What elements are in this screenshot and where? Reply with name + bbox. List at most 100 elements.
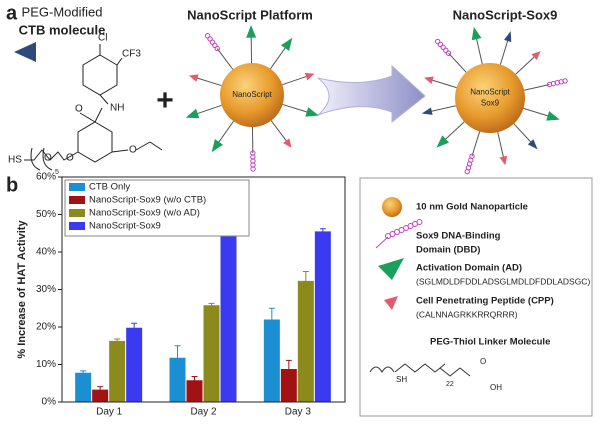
legend-label: CTB Only (89, 182, 130, 193)
error-bar (191, 376, 198, 385)
key-dbd-tail (375, 236, 389, 249)
error-bar (302, 271, 309, 291)
dbd-icon (562, 78, 568, 84)
y-tick-label: 0% (42, 397, 57, 408)
dbd-icon (204, 33, 211, 39)
y-axis-label: % Increase of HAT Activity (16, 220, 28, 359)
y-tick-label: 60% (36, 172, 56, 183)
key-label: Sox9 DNA-Binding (416, 231, 501, 242)
arrow (317, 64, 426, 124)
error-bar (114, 338, 121, 344)
error-bar (80, 370, 87, 376)
dbd-icon (437, 41, 444, 48)
legend-label: NanoScript-Sox9 (w/o AD) (89, 208, 200, 219)
key-linker-icon (369, 366, 395, 373)
bar (75, 372, 92, 402)
ctb-icon (14, 42, 36, 62)
key-ad (378, 258, 404, 280)
legend-swatch (69, 196, 85, 204)
legend-label: NanoScript-Sox9 (89, 221, 161, 232)
linker (471, 131, 481, 157)
y-tick-label: 40% (36, 247, 56, 258)
linker (475, 38, 483, 64)
error-bar (131, 322, 138, 333)
linker (431, 79, 457, 89)
panel-label: b (6, 174, 18, 196)
atom-label: O (66, 153, 74, 164)
gold-nanoparticle (455, 63, 525, 133)
dbd-icon (443, 47, 449, 54)
atom-label: NH (110, 103, 124, 114)
ctb-icon (504, 31, 512, 43)
linker (430, 105, 456, 113)
key-label: 10 nm Gold Nanoparticle (416, 202, 528, 213)
plot-frame (61, 176, 346, 403)
error-bar (208, 302, 215, 308)
ctb-icon (421, 107, 433, 115)
linker (499, 39, 509, 65)
key-label: Domain (DBD) (416, 245, 480, 256)
linker (218, 120, 234, 143)
linker (270, 120, 288, 142)
bar (263, 319, 280, 402)
linker (196, 104, 222, 115)
key-sequence: (CALNNAGRKKRRQRRR) (416, 309, 518, 319)
molecule (24, 44, 163, 171)
plus-sign: + (156, 84, 174, 117)
key-cpp (384, 296, 398, 310)
ctb-title: PEG-Modified (22, 4, 103, 19)
dbd-icon (434, 38, 441, 45)
core-label: NanoScript (470, 88, 510, 97)
cpp-icon (304, 72, 315, 81)
ctb-icon (527, 139, 538, 150)
linker (282, 75, 308, 86)
atom-label: O (44, 153, 52, 164)
legend-box (64, 179, 250, 237)
legend-swatch (69, 222, 85, 230)
ad-icon (246, 25, 257, 38)
key-linker (394, 363, 471, 377)
bar (126, 327, 143, 402)
product-title: NanoScript-Sox9 (453, 7, 558, 22)
key-dbd (416, 219, 423, 225)
atom-label: CF3 (122, 49, 141, 60)
linker (513, 123, 532, 144)
error-bar (97, 386, 104, 394)
ad-icon (546, 111, 560, 121)
atom-label: O (129, 145, 137, 156)
linker (216, 48, 234, 70)
bar (280, 369, 297, 402)
linker (270, 47, 286, 70)
linker-label: OH (490, 383, 502, 392)
ad-icon (436, 135, 450, 148)
bar (220, 225, 237, 402)
bar (314, 231, 331, 402)
error-bar (319, 228, 326, 235)
y-tick-label: 50% (36, 209, 56, 220)
atom-label: 5 (55, 169, 59, 176)
ctb-title: CTB molecule (19, 22, 106, 37)
error-bar (285, 359, 292, 379)
key-nanoparticle (382, 197, 402, 217)
linker-label: SH (396, 375, 407, 384)
bar (186, 380, 203, 402)
legend-swatch (69, 183, 85, 191)
error-bar (174, 345, 181, 371)
dbd-icon (440, 44, 446, 51)
error-bar (268, 307, 275, 332)
ad-icon (305, 107, 319, 117)
linker (196, 77, 222, 87)
panel-a: a PEG-Modified CTB molecule NanoScript P… (6, 2, 557, 176)
panel-label: a (6, 2, 18, 24)
gold-nanoparticle (220, 63, 284, 127)
atom-label: O (75, 104, 83, 115)
linker (524, 83, 550, 91)
x-tick-label: Day 3 (285, 407, 312, 418)
ad-icon (281, 37, 293, 51)
bar (203, 305, 220, 402)
cpp-icon (499, 155, 508, 166)
y-tick-label: 20% (36, 322, 56, 333)
ad-icon (185, 108, 200, 119)
cpp-icon (283, 138, 292, 148)
y-tick-label: 10% (36, 359, 56, 370)
